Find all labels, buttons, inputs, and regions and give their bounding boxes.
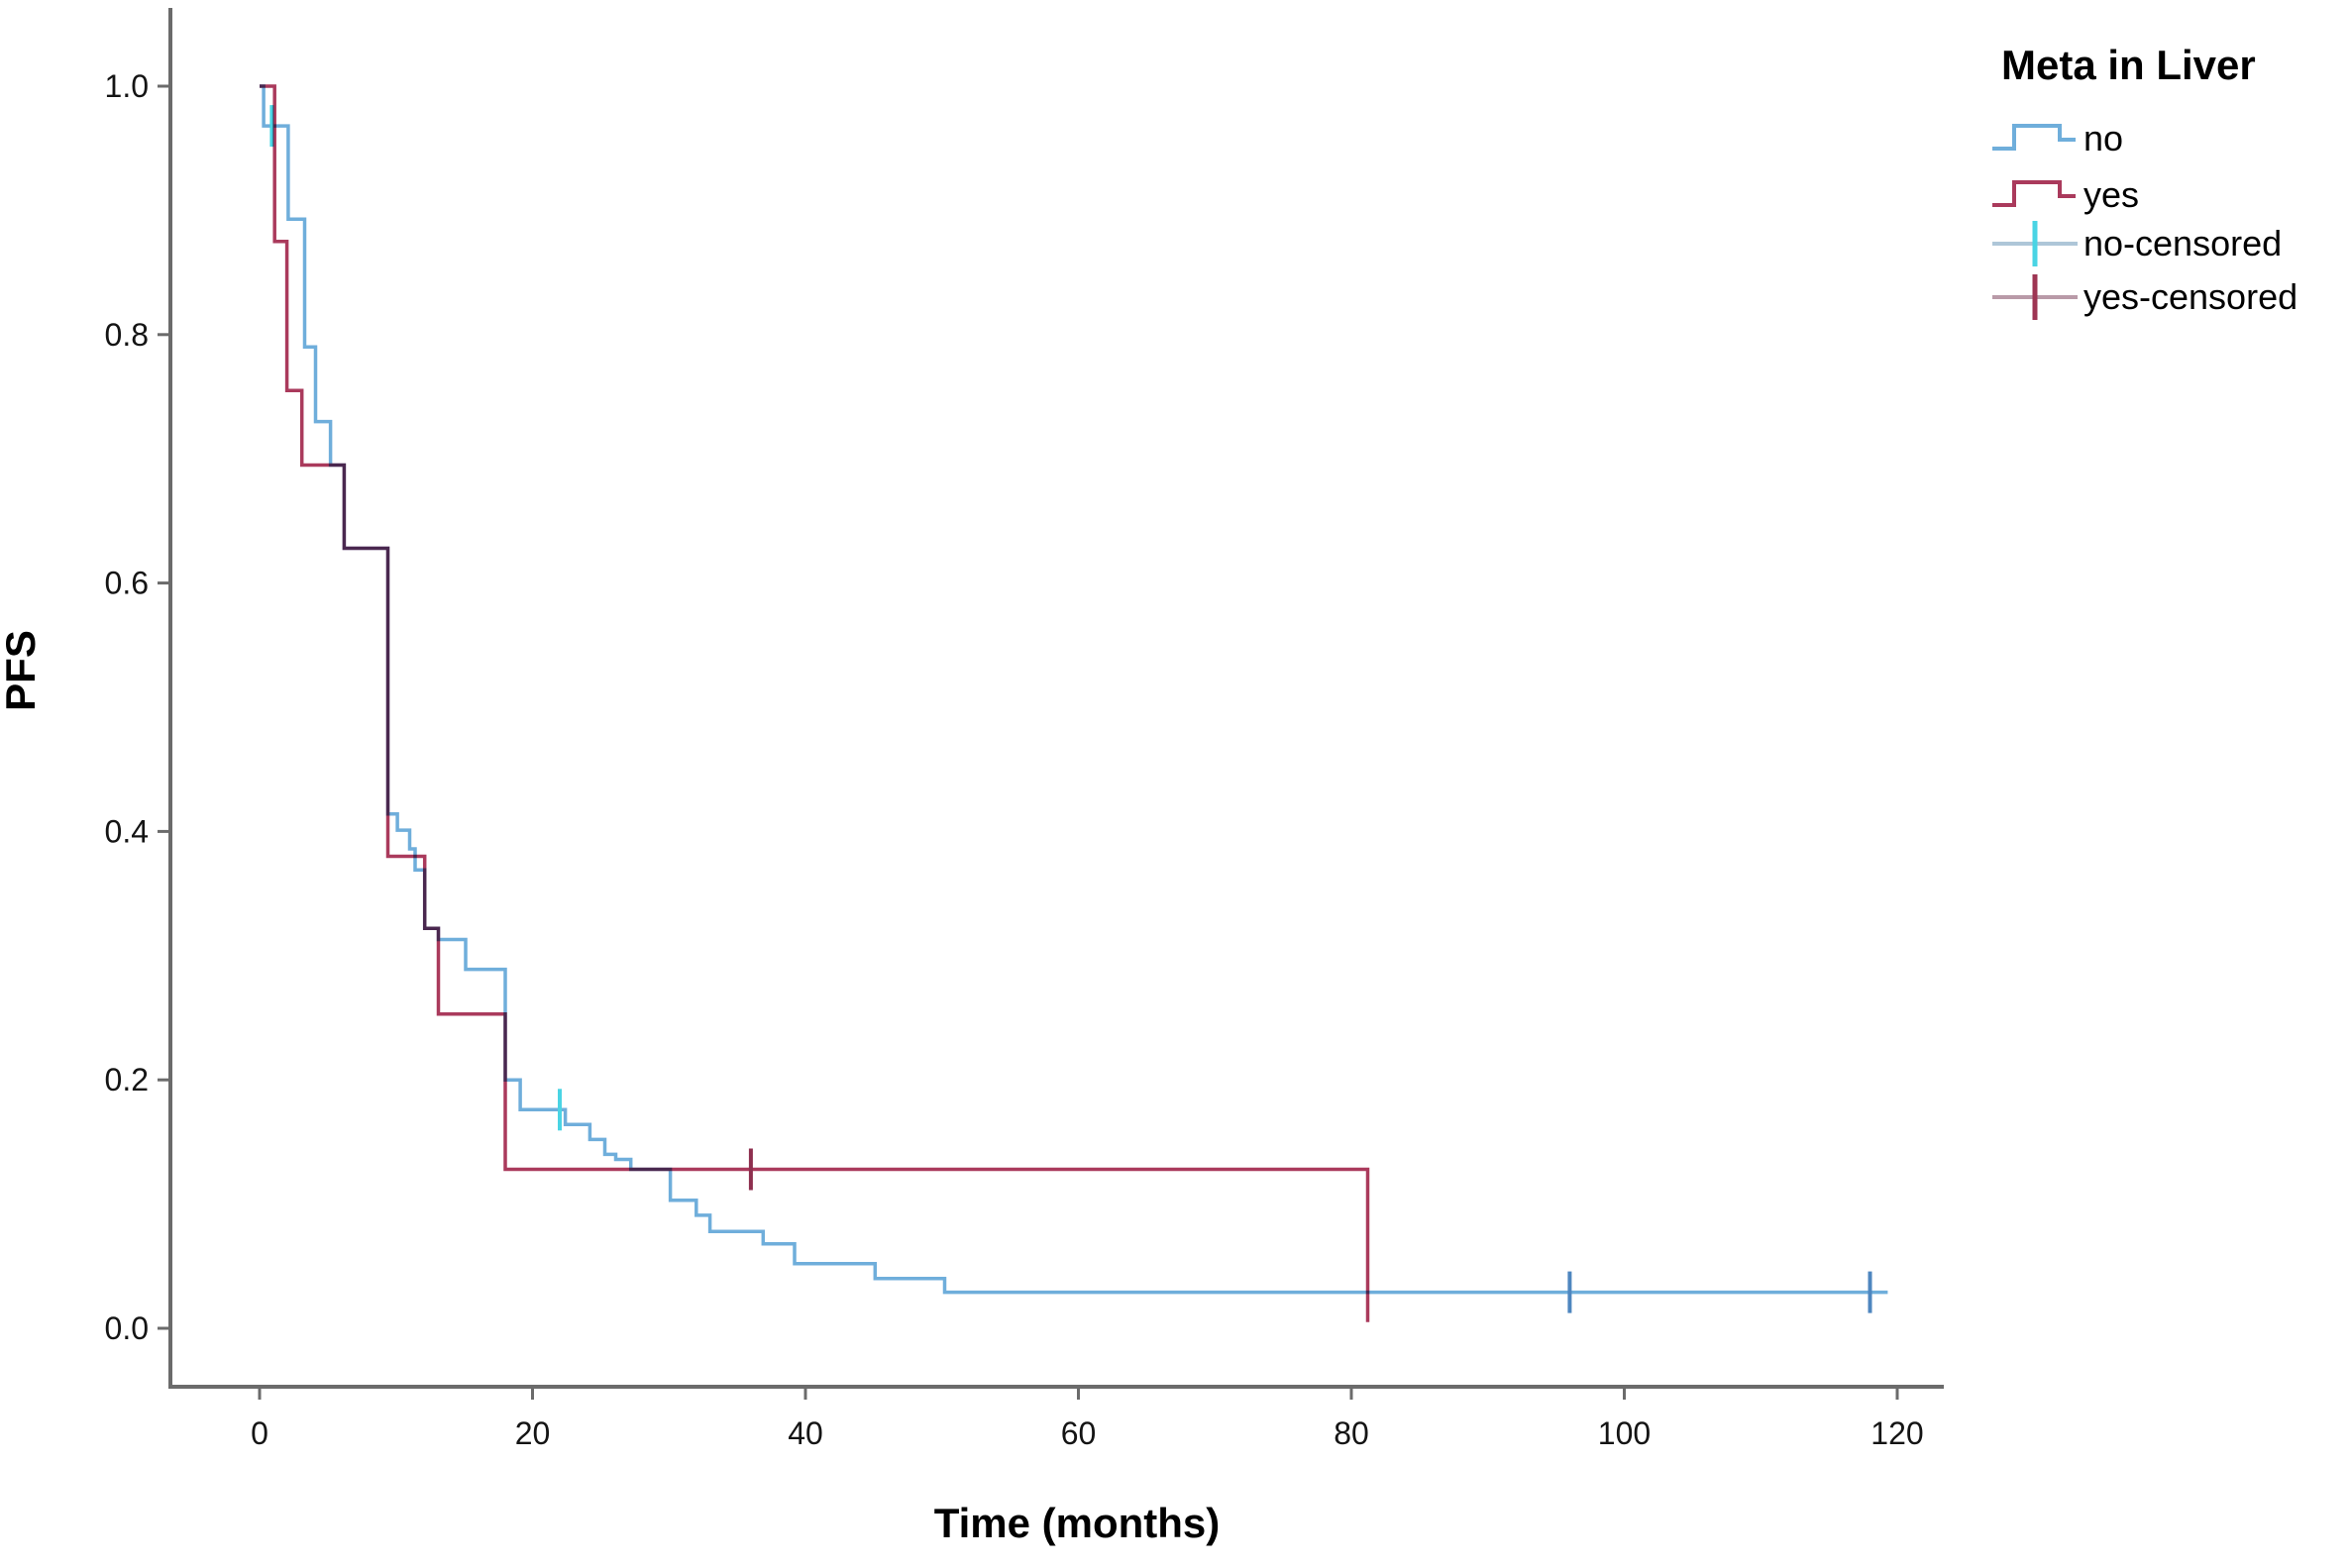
x-axis-ticks: 0 20 40 60 80 100 120: [251, 1387, 1924, 1451]
y-tick-label: 0.4: [105, 813, 149, 849]
yes-line-glyph: [1992, 180, 2076, 207]
yes-censored-plus-icon: [1992, 274, 2078, 320]
legend-label: yes: [2083, 174, 2139, 215]
no-line-glyph: [1992, 124, 2076, 151]
no-censored-plus-icon: [1992, 221, 2078, 266]
legend-entry-no: no: [1992, 118, 2123, 158]
x-tick-label: 120: [1870, 1415, 1923, 1451]
km-curve-yes: [260, 84, 1370, 1322]
y-axis-ticks: 0.0 0.2 0.4 0.6 0.8 1.0: [105, 68, 170, 1346]
x-tick-label: 100: [1598, 1415, 1651, 1451]
axes: [168, 8, 1944, 1389]
x-tick-label: 0: [251, 1415, 268, 1451]
legend-label: yes-censored: [2083, 276, 2297, 317]
legend-label: no: [2083, 118, 2123, 158]
y-tick-label: 0.6: [105, 566, 149, 601]
x-tick-label: 80: [1334, 1415, 1369, 1451]
y-axis-title: PFS: [0, 630, 44, 711]
x-tick-label: 20: [515, 1415, 551, 1451]
legend: Meta in Liver no yes no-censored yes-cen…: [1992, 42, 2297, 320]
y-tick-label: 0.0: [105, 1310, 149, 1346]
y-tick-label: 0.8: [105, 317, 149, 353]
series-layer: [260, 84, 1888, 1322]
y-tick-label: 0.2: [105, 1062, 149, 1098]
legend-entry-yes: yes: [1992, 174, 2139, 215]
legend-entry-yes-censored: yes-censored: [1992, 274, 2297, 320]
y-tick-label: 1.0: [105, 68, 149, 104]
x-tick-label: 40: [788, 1415, 823, 1451]
x-axis-title: Time (months): [934, 1500, 1221, 1546]
legend-title: Meta in Liver: [2001, 42, 2256, 88]
legend-entry-no-censored: no-censored: [1992, 221, 2282, 266]
x-tick-label: 60: [1061, 1415, 1097, 1451]
yes-line-icon: [1992, 180, 2076, 207]
no-line-icon: [1992, 124, 2076, 151]
legend-label: no-censored: [2083, 223, 2282, 263]
